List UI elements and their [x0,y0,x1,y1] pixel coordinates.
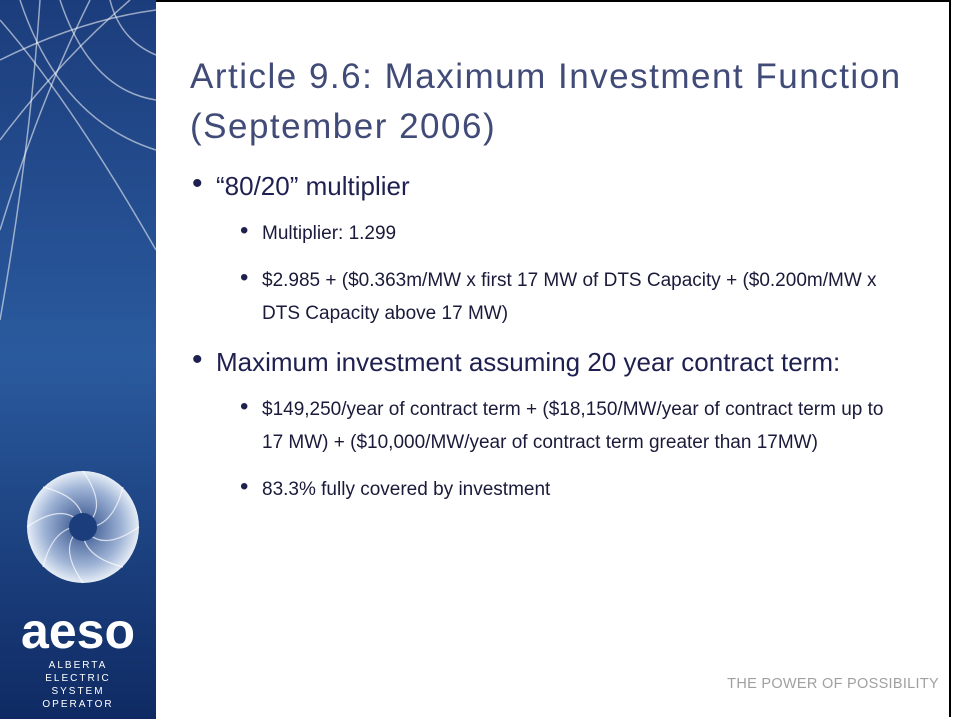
org-line: OPERATOR [42,699,113,710]
slide-title: Article 9.6: Maximum Investment Function… [190,57,902,146]
sub-bullet: 83.3% fully covered by investment [240,470,902,506]
tagline: THE POWER OF POSSIBILITY [727,676,939,692]
bullet: Maximum investment assuming 20 year cont… [190,341,930,381]
sub-bullet: $149,250/year of contract term + ($18,15… [240,390,902,459]
sub-bullet: $2.985 + ($0.363m/MW x first 17 MW of DT… [240,261,902,330]
sub-bullet: Multiplier: 1.299 [240,214,902,250]
org-line: SYSTEM [51,686,104,697]
bullet-list: “80/20” multiplier Multiplier: 1.299 $2.98… [190,165,930,520]
logo-text: aeso [21,603,135,659]
org-line: ELECTRIC [45,673,110,684]
sidebar: aeso ALBERTA ELECTRIC SYSTEM OPERATOR [0,0,156,719]
bullet: “80/20” multiplier [190,165,930,205]
org-line: ALBERTA [49,660,108,671]
